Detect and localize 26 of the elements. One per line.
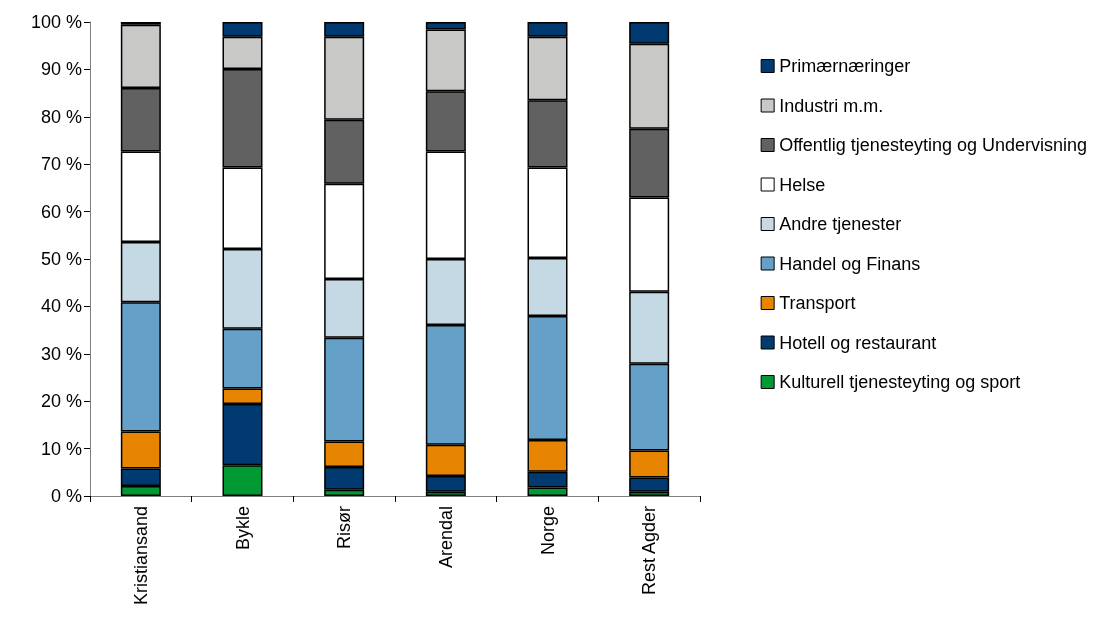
x-tick-label: Arendal: [435, 506, 456, 569]
x-tick-label: Rest Agder: [639, 506, 660, 596]
legend-label: Industri m.m.: [779, 95, 884, 116]
y-tick-label: 60 %: [40, 201, 82, 222]
x-tick-label: Bykle: [232, 506, 253, 551]
y-tick-label: 40 %: [40, 296, 82, 317]
legend-label: Primærnæringer: [779, 56, 911, 76]
y-tick-label: 20 %: [40, 391, 82, 412]
y-tick-label: 90 %: [40, 59, 82, 80]
legend-label: Andre tjenester: [779, 214, 902, 234]
legend-label: Handel og Finans: [779, 253, 921, 274]
y-tick-label: 30 %: [40, 343, 82, 364]
y-tick-label: 80 %: [40, 106, 82, 127]
legend-label: Kulturell tjenesteyting og sport: [779, 372, 1021, 392]
y-tick-label: 0 %: [50, 486, 82, 506]
y-tick-label: 100 %: [30, 12, 82, 32]
legend-label: Transport: [779, 293, 856, 313]
y-tick-label: 10 %: [40, 438, 82, 459]
legend-label: Offentlig tjenesteyting og Undervisning: [779, 135, 1087, 155]
x-tick-label: Risør: [334, 506, 355, 549]
legend-label: Hotell og restaurant: [779, 332, 937, 353]
x-tick-label: Norge: [537, 506, 558, 556]
x-tick-label: Kristiansand: [130, 506, 151, 606]
legend-label: Helse: [779, 174, 826, 195]
y-tick-label: 70 %: [40, 154, 82, 175]
y-tick-label: 50 %: [40, 249, 82, 269]
